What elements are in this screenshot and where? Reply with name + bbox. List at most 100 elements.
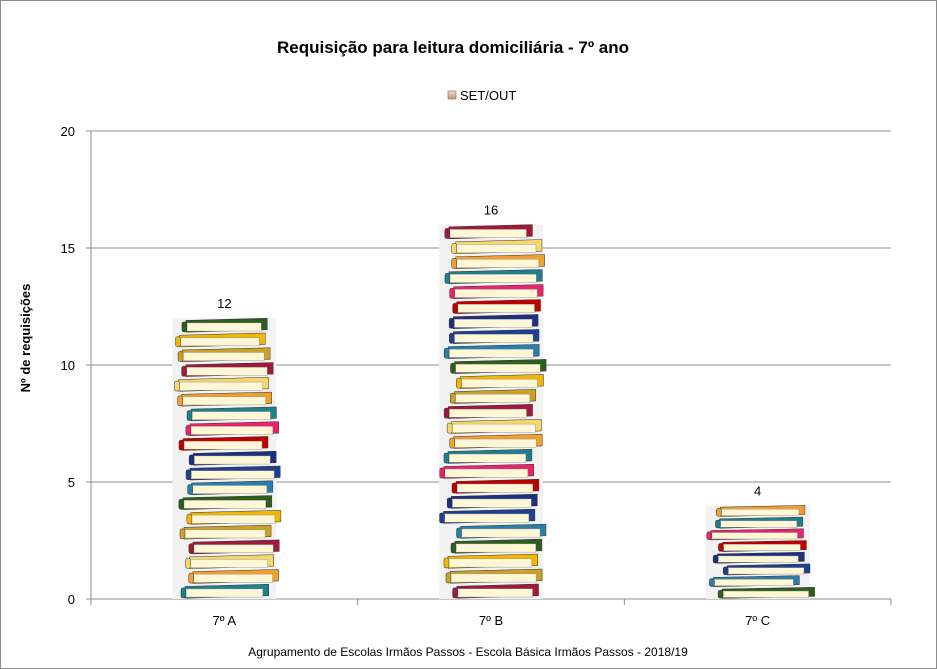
book-pages xyxy=(445,349,534,358)
book xyxy=(715,516,804,529)
bar: 4 xyxy=(705,483,815,599)
data-label: 4 xyxy=(754,483,761,498)
y-axis-label: Nº de requisições xyxy=(18,284,33,393)
book xyxy=(188,539,280,555)
book xyxy=(456,374,544,389)
book-pages xyxy=(448,423,536,433)
book-spine xyxy=(450,542,457,554)
book-spine xyxy=(452,587,458,599)
book-pages xyxy=(711,579,794,586)
book-pages xyxy=(441,468,529,478)
book-spine xyxy=(456,377,462,389)
book-spine xyxy=(178,498,185,510)
y-tick-label: 20 xyxy=(61,124,75,139)
book-pages xyxy=(454,588,533,598)
book-spine xyxy=(450,392,456,404)
book-spine xyxy=(449,437,455,449)
book-spine xyxy=(180,587,187,599)
book-spine xyxy=(722,566,729,576)
book-spine xyxy=(177,395,183,407)
book-spine xyxy=(709,578,715,587)
book-pages xyxy=(458,378,538,388)
bar: 16 xyxy=(439,203,547,599)
book-pages xyxy=(177,337,260,347)
book xyxy=(451,254,545,270)
book xyxy=(180,583,269,599)
book-spine xyxy=(452,302,458,314)
y-tick-label: 5 xyxy=(68,475,75,490)
legend-swatch xyxy=(447,90,457,100)
book-spine xyxy=(188,454,195,466)
y-tick-label: 0 xyxy=(68,592,75,607)
book-pages xyxy=(187,559,268,568)
book-pages xyxy=(188,411,271,420)
book-spine xyxy=(439,467,445,479)
book-spine xyxy=(439,512,445,524)
book-spine xyxy=(185,469,192,480)
book-pages xyxy=(179,396,266,406)
book-spine xyxy=(445,572,452,584)
book-pages xyxy=(718,508,800,516)
book-pages xyxy=(445,558,532,568)
book-pages xyxy=(190,544,274,553)
book xyxy=(718,540,807,552)
book-spine xyxy=(444,228,451,239)
book-spine xyxy=(450,362,456,374)
book-pages xyxy=(179,352,265,361)
book xyxy=(451,478,540,494)
book-spine xyxy=(174,380,180,392)
book-spine xyxy=(706,531,713,540)
book-pages xyxy=(714,555,799,563)
book xyxy=(446,493,538,509)
book-spine xyxy=(449,287,455,299)
x-axis-ticks: 7º A 7º B 7º C xyxy=(213,613,771,628)
x-tick-label: 7º A xyxy=(213,613,237,628)
book-pages xyxy=(451,334,534,343)
book xyxy=(717,587,815,599)
book-pages xyxy=(453,259,539,268)
book-pages xyxy=(452,363,541,373)
book-pages xyxy=(452,393,531,403)
book xyxy=(185,465,281,481)
book xyxy=(709,575,800,587)
book xyxy=(706,528,804,541)
book xyxy=(179,524,272,540)
book-pages xyxy=(724,567,805,575)
book xyxy=(181,317,268,333)
book xyxy=(450,538,543,554)
book-pages xyxy=(708,532,798,540)
book-spine xyxy=(446,497,453,509)
book xyxy=(188,450,277,466)
book-spine xyxy=(718,543,724,552)
book xyxy=(443,448,533,464)
book-pages xyxy=(176,381,263,391)
book-pages xyxy=(452,543,537,553)
book-spine xyxy=(448,317,455,329)
x-tick-label: 7º C xyxy=(745,613,770,628)
book-pages xyxy=(458,528,541,538)
book-pages xyxy=(445,453,527,463)
book xyxy=(452,583,539,599)
book-pages xyxy=(448,498,532,508)
book xyxy=(452,299,541,314)
book-spine xyxy=(451,243,457,254)
book xyxy=(186,406,277,422)
book xyxy=(443,553,538,569)
book xyxy=(187,480,274,496)
book-spine xyxy=(443,347,450,359)
book xyxy=(446,419,542,434)
book-spine xyxy=(185,558,191,569)
y-tick-label: 15 xyxy=(61,241,75,256)
data-label: 12 xyxy=(217,296,231,311)
book-spine xyxy=(175,336,181,347)
book-spine xyxy=(446,422,453,434)
legend-entry: SET/OUT xyxy=(460,88,516,103)
book xyxy=(174,377,269,392)
book-spine xyxy=(444,273,451,284)
book-spine xyxy=(188,572,194,584)
book-pages xyxy=(189,485,268,494)
book-spine xyxy=(181,365,187,377)
book-spine xyxy=(715,519,721,529)
book-spine xyxy=(451,258,457,269)
